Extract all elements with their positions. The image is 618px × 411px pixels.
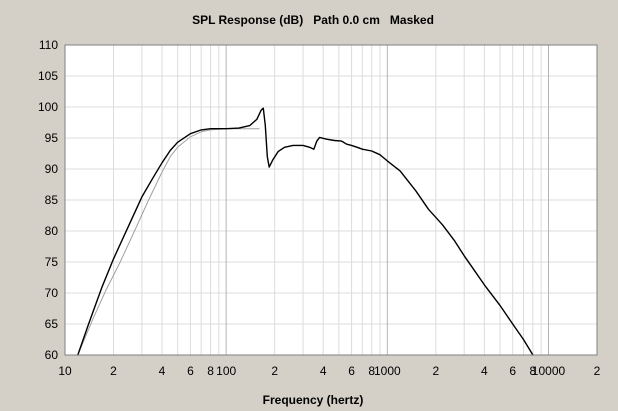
y-tick-label: 110 [39,38,58,52]
x-tick-label: 100 [216,364,236,378]
y-tick-label: 60 [45,348,59,362]
y-tick-label: 105 [38,69,58,83]
y-tick-label: 75 [45,255,59,269]
x-tick-label: 4 [481,364,488,378]
x-tick-label: 2 [271,364,278,378]
x-tick-label: 6 [348,364,355,378]
x-tick-label: 2 [110,364,117,378]
x-tick-label: 2 [432,364,439,378]
x-tick-label: 2 [594,364,601,378]
series-line [77,107,534,356]
x-tick-label: 8 [368,364,375,378]
y-tick-label: 65 [45,317,59,331]
x-tick-label: 8 [207,364,214,378]
x-tick-label: 10 [58,364,72,378]
x-tick-label: 1000 [374,364,401,378]
x-axis-label: Frequency (hertz) [263,393,364,407]
chart-title: SPL Response (dB) Path 0.0 cm Masked [192,13,434,27]
y-tick-label: 80 [45,224,59,238]
y-tick-label: 100 [38,100,58,114]
y-tick-label: 85 [45,193,59,207]
series-layer [77,107,534,356]
y-tick-label: 90 [45,162,59,176]
y-tick-label: 70 [45,286,59,300]
plot-border [64,44,598,356]
x-tick-label: 10000 [532,364,566,378]
x-tick-label: 6 [509,364,516,378]
x-tick-label: 8 [530,364,537,378]
x-tick-label: 4 [320,364,327,378]
y-tick-label: 95 [45,131,59,145]
minor-gridlines [65,44,598,356]
y-axis-ticks: 60 65 70 75 80 85 90 95 100 105 110 [38,38,58,362]
x-tick-label: 6 [187,364,194,378]
x-tick-label: 4 [159,364,166,378]
major-gridlines [225,45,549,355]
